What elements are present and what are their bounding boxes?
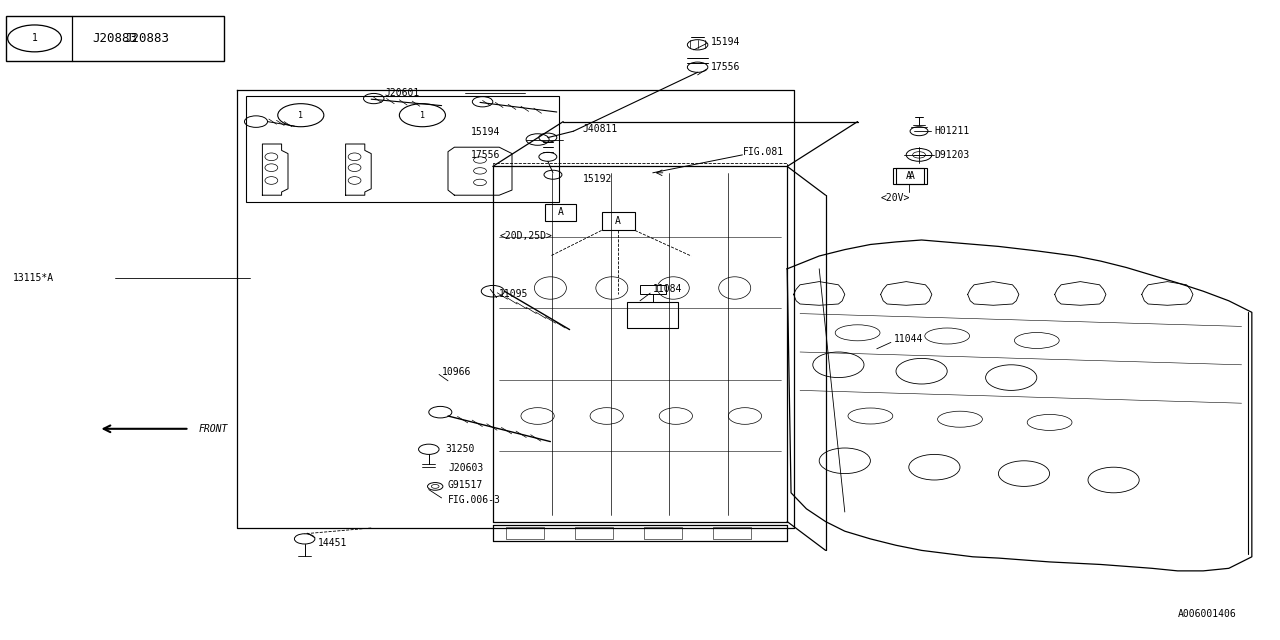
Bar — [627, 302, 678, 328]
Text: <20D,25D>: <20D,25D> — [499, 230, 552, 241]
Text: FIG.006-3: FIG.006-3 — [448, 495, 500, 506]
Text: 31250: 31250 — [445, 444, 475, 454]
Bar — [246, 96, 559, 202]
Text: J20883: J20883 — [124, 32, 170, 45]
Text: 15194: 15194 — [471, 127, 500, 138]
Bar — [575, 527, 613, 539]
Text: A: A — [906, 171, 911, 181]
Text: 11084: 11084 — [653, 284, 682, 294]
Bar — [545, 204, 576, 221]
Text: FRONT: FRONT — [198, 424, 228, 434]
Bar — [896, 168, 927, 184]
Bar — [602, 212, 635, 230]
Text: <20V>: <20V> — [881, 193, 910, 204]
Text: FIG.081: FIG.081 — [742, 147, 783, 157]
Bar — [644, 527, 682, 539]
Text: 14451: 14451 — [317, 538, 347, 548]
Text: 1: 1 — [420, 111, 425, 120]
Text: D91203: D91203 — [934, 150, 970, 160]
Text: 10966: 10966 — [442, 367, 471, 378]
Text: 11095: 11095 — [499, 289, 529, 300]
Text: J20883: J20883 — [92, 32, 137, 45]
Text: J40811: J40811 — [582, 124, 618, 134]
Text: A006001406: A006001406 — [1178, 609, 1236, 620]
Text: 13115*A: 13115*A — [13, 273, 54, 284]
Text: 15192: 15192 — [582, 174, 612, 184]
Text: A: A — [616, 216, 621, 227]
Text: A: A — [558, 207, 563, 218]
Bar — [893, 168, 924, 184]
Text: 11044: 11044 — [893, 334, 923, 344]
Bar — [640, 285, 666, 294]
Text: 17556: 17556 — [471, 150, 500, 160]
Text: J20603: J20603 — [448, 463, 484, 474]
Bar — [6, 16, 224, 61]
Text: 15194: 15194 — [710, 36, 740, 47]
Text: 1: 1 — [298, 111, 303, 120]
Bar — [713, 527, 751, 539]
Text: G91517: G91517 — [448, 480, 484, 490]
Text: J20601: J20601 — [384, 88, 420, 98]
Text: A: A — [909, 171, 914, 181]
Text: 17556: 17556 — [710, 62, 740, 72]
Text: 1: 1 — [32, 33, 37, 44]
Bar — [506, 527, 544, 539]
Text: H01211: H01211 — [934, 126, 970, 136]
Bar — [493, 163, 787, 522]
